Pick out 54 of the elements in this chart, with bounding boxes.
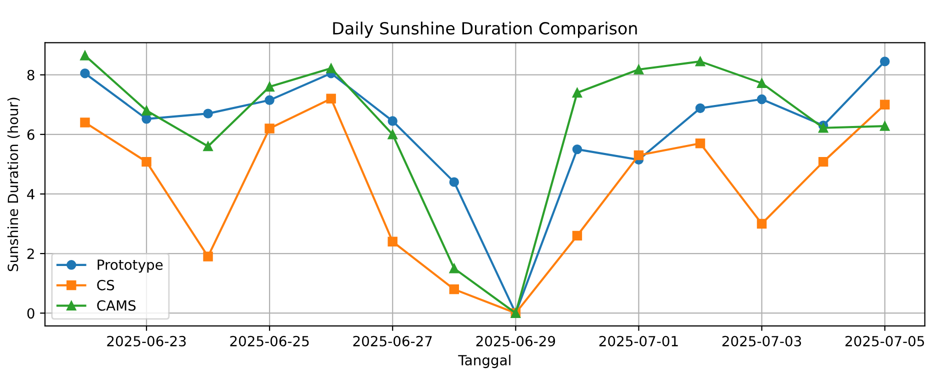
x-tick-label: 2025-07-03 <box>722 336 802 346</box>
point <box>203 141 213 152</box>
point <box>880 121 890 131</box>
x-tick-label: 2025-07-05 <box>845 336 924 346</box>
y-tick-label: 8 <box>27 70 34 80</box>
point <box>756 94 767 104</box>
x-tick-label: 2025-06-23 <box>107 336 186 346</box>
point <box>756 218 767 229</box>
x-tick-label: 2025-06-25 <box>230 336 309 346</box>
x-axis-title: Tanggal <box>458 354 510 368</box>
x-tick-label: 2025-07-01 <box>599 336 678 346</box>
point <box>695 56 706 66</box>
point <box>142 106 152 116</box>
point <box>634 150 644 160</box>
y-tick-label: 6 <box>27 129 34 140</box>
point <box>818 156 828 167</box>
point <box>203 108 213 118</box>
point <box>572 144 582 154</box>
point <box>880 100 890 110</box>
x-tick-label: 2025-06-27 <box>353 336 432 346</box>
point <box>880 56 890 66</box>
point <box>756 78 767 88</box>
point <box>449 284 459 294</box>
y-tick-label: 4 <box>27 189 34 200</box>
point <box>264 95 274 106</box>
point <box>634 64 644 74</box>
point <box>572 230 582 241</box>
y-tick-label: 0 <box>27 308 34 319</box>
y-tick-label: 2 <box>27 248 34 259</box>
point <box>572 88 582 98</box>
legend-label: Prototype <box>98 260 163 273</box>
legend-label: CAMS <box>97 300 136 311</box>
y-axis-title: Sunshine Duration (hour) <box>7 98 20 272</box>
point <box>326 94 336 104</box>
point <box>388 236 398 246</box>
point <box>695 103 706 114</box>
x-tick-label: 2025-06-29 <box>476 336 556 346</box>
point <box>264 82 274 92</box>
point <box>80 118 90 128</box>
point <box>388 130 398 140</box>
point <box>449 177 459 187</box>
point <box>695 138 706 148</box>
point <box>326 63 336 74</box>
legend-label: CS <box>97 280 114 290</box>
point <box>80 68 90 78</box>
point <box>388 116 398 126</box>
point <box>80 50 90 60</box>
point <box>203 252 213 262</box>
point <box>142 156 152 167</box>
point <box>142 114 152 124</box>
point <box>818 123 828 133</box>
point <box>449 264 459 274</box>
chart-title: Daily Sunshine Duration Comparison <box>333 22 637 38</box>
point <box>264 124 274 134</box>
